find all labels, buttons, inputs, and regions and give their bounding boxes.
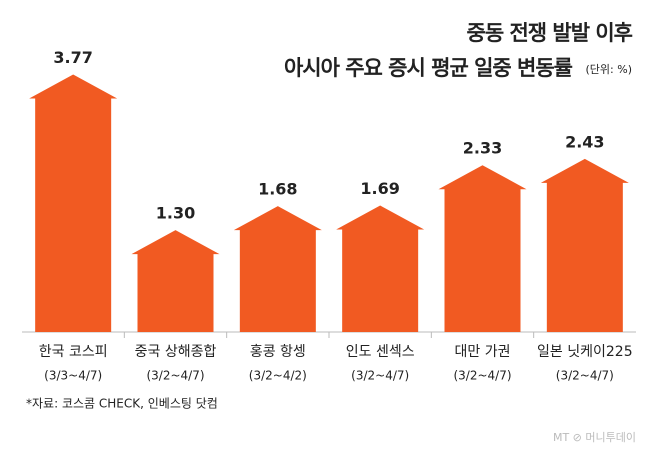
- value-label: 1.68: [258, 180, 297, 199]
- unit-label: (단위: %): [586, 63, 632, 76]
- bar: [336, 205, 425, 332]
- x-tick-label: 인도 센섹스: [346, 344, 415, 360]
- bar: [233, 206, 322, 332]
- value-label: 1.30: [156, 204, 195, 223]
- value-label: 2.43: [565, 132, 604, 151]
- value-label: 1.69: [360, 179, 399, 198]
- period-label: (3/2~4/2): [249, 369, 307, 383]
- x-tick-label: 홍콩 항셍: [250, 344, 306, 360]
- period-label: (3/2~4/7): [351, 369, 409, 383]
- bar: [29, 74, 118, 333]
- x-tick-label: 한국 코스피: [39, 344, 108, 360]
- chart-title: 아시아 주요 증시 평균 일중 변동률: [284, 56, 573, 80]
- bar: [540, 158, 629, 332]
- source: *자료: 코스콤 CHECK, 인베스팅 닷컴: [26, 397, 218, 411]
- chart-title: 중동 전쟁 발발 이후: [467, 21, 633, 45]
- period-label: (3/3~4/7): [44, 369, 102, 383]
- watermark: MT ⊘ 머니투데이: [553, 431, 636, 444]
- x-tick-label: 일본 닛케이225: [537, 344, 633, 360]
- bar: [438, 165, 527, 332]
- x-tick-label: 중국 상해종합: [135, 344, 217, 360]
- period-label: (3/2~4/7): [146, 369, 204, 383]
- period-label: (3/2~4/7): [453, 369, 511, 383]
- x-tick-label: 대만 가권: [455, 344, 511, 360]
- bar: [131, 230, 220, 332]
- period-label: (3/2~4/7): [556, 369, 614, 383]
- value-label: 2.33: [463, 139, 502, 158]
- value-label: 3.77: [53, 48, 92, 67]
